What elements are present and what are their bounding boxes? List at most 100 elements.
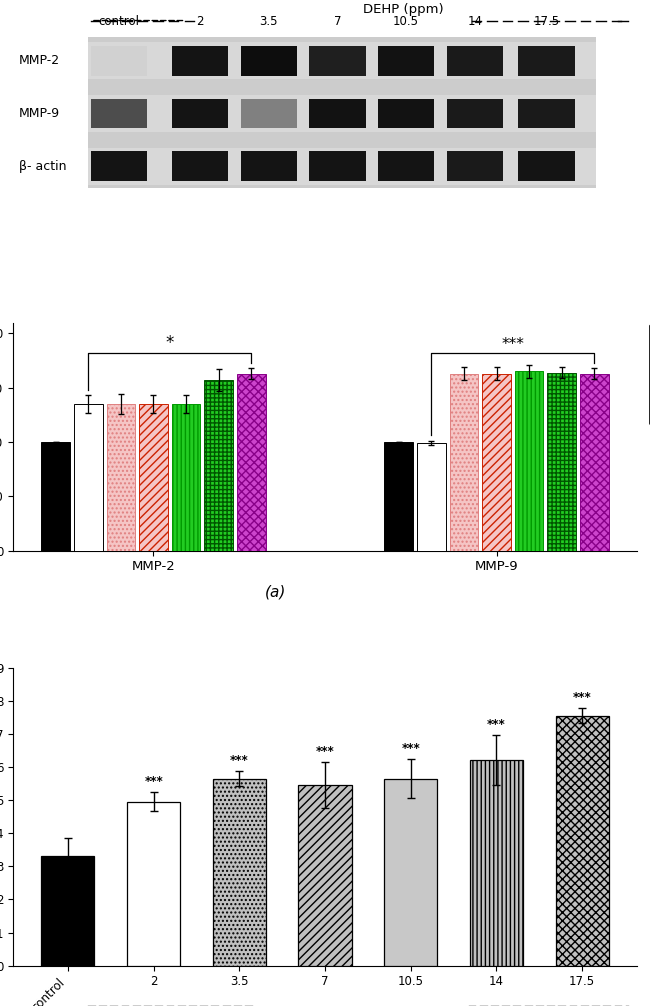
Text: DEHP (ppm): DEHP (ppm) (363, 3, 443, 16)
Bar (519, 100, 575, 127)
Bar (88, 37, 597, 188)
Bar (88, 42, 597, 79)
Bar (240, 101, 297, 127)
Bar (240, 153, 297, 180)
Bar (172, 100, 228, 128)
Bar (447, 101, 503, 127)
Bar (240, 152, 297, 180)
Bar (378, 153, 434, 179)
Bar (378, 48, 434, 73)
Bar (172, 154, 228, 178)
Bar (417, 443, 446, 550)
Bar (519, 154, 575, 178)
Bar (519, 151, 575, 181)
Bar (447, 48, 503, 73)
Text: ***: *** (316, 745, 334, 758)
Bar (240, 154, 297, 178)
Text: *: * (166, 334, 174, 352)
Bar (378, 102, 434, 126)
Bar (447, 153, 503, 180)
Bar (309, 48, 365, 73)
Bar (519, 153, 575, 179)
Bar (88, 96, 597, 132)
Text: ***: *** (501, 337, 525, 352)
Bar (378, 151, 434, 181)
Bar (42, 442, 70, 550)
Bar (447, 46, 503, 75)
Bar (384, 442, 413, 550)
Bar (378, 100, 434, 128)
Bar (519, 99, 575, 129)
Bar (309, 101, 365, 127)
Bar (237, 373, 266, 550)
Bar (309, 151, 365, 181)
Bar (378, 101, 434, 127)
Bar (309, 100, 365, 128)
Bar (240, 100, 297, 128)
Bar (447, 153, 503, 179)
Bar (172, 153, 228, 179)
Bar (91, 47, 147, 74)
Text: ***: *** (487, 718, 506, 731)
Text: ***: *** (573, 691, 592, 704)
Bar (447, 154, 503, 178)
Bar (447, 151, 503, 181)
Bar (519, 153, 575, 180)
Bar (309, 153, 365, 179)
Bar (74, 404, 103, 550)
Text: 3.5: 3.5 (259, 14, 278, 27)
Bar (519, 46, 575, 75)
Bar (91, 100, 147, 127)
Bar (378, 47, 434, 74)
Bar (172, 101, 228, 127)
Bar (556, 715, 608, 966)
Bar (91, 46, 147, 75)
Legend: control, 2, 3.5, 7, 10.5, 14, 17.5: control, 2, 3.5, 7, 10.5, 14, 17.5 (649, 324, 650, 425)
Bar (240, 46, 297, 75)
Bar (240, 99, 297, 129)
Bar (172, 99, 228, 129)
Text: β- actin: β- actin (20, 160, 67, 173)
Text: ***: *** (230, 754, 249, 768)
Bar (91, 99, 147, 129)
Bar (519, 48, 575, 73)
Bar (447, 100, 503, 128)
Bar (42, 856, 94, 966)
Bar (240, 151, 297, 181)
Bar (240, 153, 297, 179)
Bar (139, 404, 168, 550)
Bar (482, 373, 511, 550)
Text: 7: 7 (333, 14, 341, 27)
Bar (447, 99, 503, 129)
Text: 17.5: 17.5 (534, 14, 560, 27)
Bar (240, 48, 297, 73)
Bar (213, 779, 266, 966)
Bar (378, 100, 434, 127)
Bar (172, 152, 228, 180)
Bar (240, 48, 297, 73)
Bar (91, 153, 147, 180)
Bar (378, 153, 434, 180)
Bar (378, 48, 434, 73)
Bar (447, 48, 503, 73)
Bar (309, 46, 365, 75)
Bar (378, 152, 434, 180)
Bar (240, 100, 297, 127)
Bar (172, 100, 228, 127)
Bar (447, 100, 503, 127)
Bar (519, 152, 575, 180)
Bar (91, 48, 147, 73)
Bar (172, 102, 228, 126)
Bar (309, 102, 365, 126)
Bar (91, 102, 147, 126)
Text: 14: 14 (467, 14, 482, 27)
Bar (309, 99, 365, 129)
Bar (127, 802, 180, 966)
Bar (519, 47, 575, 74)
Bar (378, 99, 434, 129)
Text: 2: 2 (196, 14, 204, 27)
Bar (172, 48, 228, 73)
Bar (91, 152, 147, 180)
Bar (309, 46, 365, 75)
Bar (172, 151, 228, 181)
